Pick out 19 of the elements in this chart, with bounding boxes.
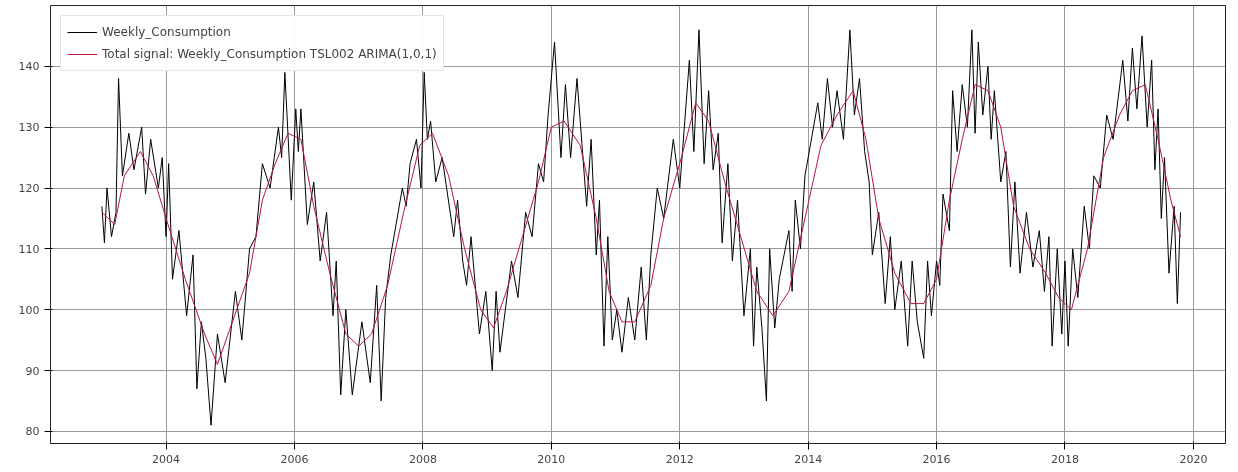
x-tick-label: 2018 (1050, 452, 1079, 466)
y-tick-label: 130 (18, 121, 40, 135)
x-tick-label: 2006 (280, 452, 309, 466)
legend-label: Total signal: Weekly_Consumption TSL002 ARIMA(1,0,1) (102, 47, 437, 61)
x-tick-label: 2012 (665, 452, 694, 466)
x-tick-label: 2004 (152, 452, 181, 466)
x-tick-label: 2010 (537, 452, 566, 466)
y-tick-label: 110 (18, 242, 40, 256)
x-tick-label: 2014 (794, 452, 823, 466)
y-tick-label: 80 (25, 425, 40, 439)
x-tick-label: 2016 (922, 452, 951, 466)
y-tick-label: 140 (18, 60, 40, 74)
line-series (101, 84, 1182, 365)
x-tick-label: 2020 (1179, 452, 1208, 466)
y-tick-label: 90 (25, 364, 40, 378)
y-tick-label: 120 (18, 182, 40, 195)
x-tick-label: 2008 (408, 452, 437, 466)
y-tick-label: 100 (18, 303, 40, 317)
legend-label: Weekly_Consumption (102, 25, 231, 39)
